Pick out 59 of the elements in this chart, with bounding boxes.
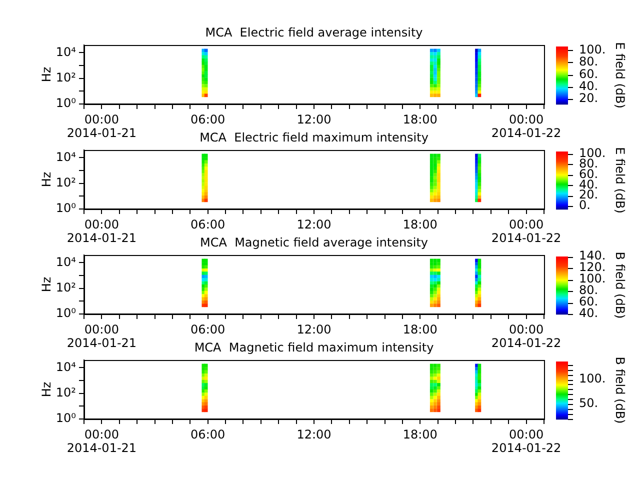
color-bar-title: B field (dB) [612, 356, 627, 424]
x-tick-label: 06:00 [190, 112, 226, 127]
color-bar-label: 120. [579, 260, 606, 274]
y-tick-label: 10⁴ [56, 360, 76, 374]
y-tick-label: 10⁴ [56, 150, 76, 164]
color-bar-label: 80. [579, 54, 598, 69]
x-tick-label: 00:00 2014-01-21 [66, 218, 137, 245]
y-tick-label: 10⁴ [56, 254, 76, 269]
x-tick-label: 18:00 [402, 218, 438, 232]
x-tick-label: 12:00 [296, 322, 332, 337]
color-bar-label: 80. [579, 283, 598, 298]
y-tick-label: 10² [56, 175, 76, 190]
x-tick-label: 12:00 [296, 112, 332, 127]
color-bar-label: 140. [579, 248, 606, 263]
x-tick-label: 18:00 [402, 428, 438, 442]
x-tick-label: 00:00 2014-01-22 [491, 112, 562, 140]
x-tick-label: 12:00 [296, 218, 332, 232]
y-tick-label: 10⁰ [56, 411, 76, 426]
color-bar-label: 60. [579, 66, 598, 81]
color-bar-label: 100. [579, 42, 606, 56]
x-tick-label: 06:00 [190, 322, 226, 337]
color-bar-title: E field (dB) [612, 42, 627, 108]
y-axis-title: Hz [39, 382, 54, 398]
y-tick-label: 10⁰ [56, 201, 76, 216]
color-bar-title: B field (dB) [612, 252, 627, 319]
x-tick-label: 06:00 [190, 218, 226, 232]
chart-title: MCA Electric field average intensity [205, 25, 423, 40]
x-tick-label: 18:00 [402, 112, 438, 127]
x-tick-label: 00:00 2014-01-21 [66, 112, 137, 140]
y-tick-label: 10⁴ [56, 44, 76, 59]
x-tick-label: 12:00 [296, 428, 332, 442]
color-bar-label: 0. [579, 198, 590, 212]
x-tick-label: 00:00 2014-01-22 [491, 218, 562, 245]
y-tick-label: 10⁰ [56, 96, 76, 110]
x-tick-label: 00:00 2014-01-22 [491, 322, 562, 350]
x-tick-label: 00:00 2014-01-21 [66, 428, 137, 455]
color-bar-label: 20. [579, 91, 598, 106]
color-bar-label: 40. [579, 78, 598, 93]
y-tick-label: 10⁰ [56, 306, 76, 320]
y-tick-label: 10² [56, 385, 76, 400]
x-tick-label: 18:00 [402, 322, 438, 337]
color-bar-label: 60. [579, 294, 598, 309]
color-bar-label: 50. [579, 396, 598, 410]
chart-title: MCA Magnetic field average intensity [200, 235, 428, 250]
y-tick-label: 10² [56, 70, 76, 84]
y-axis-title: Hz [39, 172, 54, 188]
y-tick-label: 10² [56, 280, 76, 294]
x-tick-label: 06:00 [190, 428, 226, 442]
chart-title: MCA Electric field maximum intensity [200, 130, 428, 144]
color-bar-label: 100. [579, 272, 606, 286]
x-tick-label: 00:00 2014-01-21 [66, 322, 137, 350]
x-tick-label: 00:00 2014-01-22 [491, 428, 562, 455]
color-bar-title: E field (dB) [612, 147, 627, 214]
y-axis-title: Hz [39, 276, 54, 292]
color-bar-label: 100. [579, 372, 606, 386]
color-bar-label: 40. [579, 306, 598, 320]
y-axis-title: Hz [39, 66, 54, 82]
color-bar-label: 60. [579, 166, 598, 181]
chart-title: MCA Magnetic field maximum intensity [194, 340, 434, 354]
